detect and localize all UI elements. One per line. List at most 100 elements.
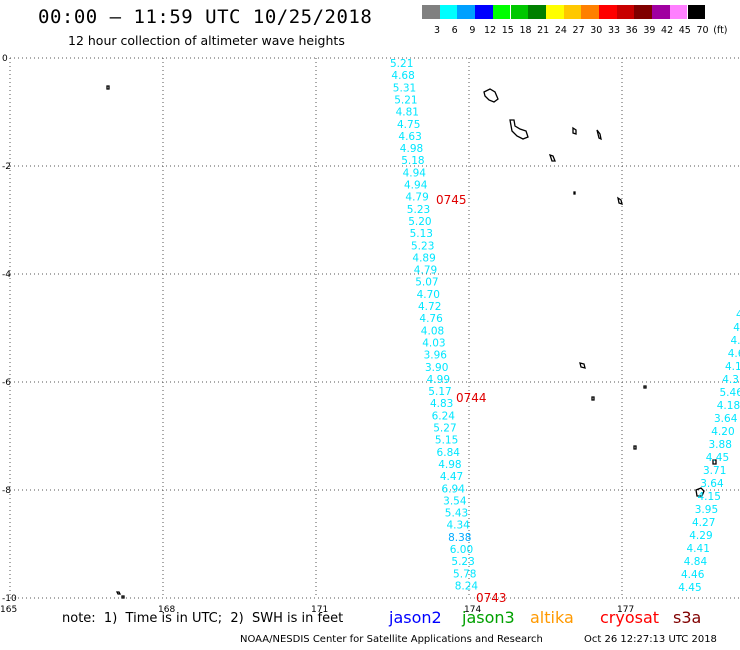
island-outline (617, 196, 623, 205)
pass-time-label: 0743 (476, 591, 507, 605)
swh-reading: 4.63 (398, 131, 421, 143)
island-outline (596, 129, 602, 141)
credit-line: NOAA/NESDIS Center for Satellite Applica… (240, 634, 543, 645)
colorbar-unit: (ft) (713, 25, 728, 36)
swh-reading: 5.07 (415, 277, 438, 289)
lat-lon-grid (9, 57, 740, 599)
swh-reading: 5.23 (407, 204, 430, 216)
lon-tick-label: 165 (0, 605, 17, 615)
swh-reading: 5.23 (411, 240, 434, 252)
colorbar-label: 45 (678, 25, 691, 36)
satellite-legend-item: altika (530, 608, 574, 627)
swh-reading: 5.13 (410, 228, 433, 240)
swh-reading: 4.03 (422, 337, 445, 349)
colorbar-swatch (475, 5, 493, 19)
colorbar-swatch (510, 5, 529, 19)
island-outline (643, 385, 647, 389)
satellite-legend-item: cryosat (600, 608, 660, 627)
swh-reading: 5.78 (453, 568, 476, 580)
track-0745-readings: 5.214.685.315.214.814.754.634.985.184.94… (390, 58, 478, 592)
swh-reading: 4.29 (689, 530, 712, 542)
swh-reading: 3.96 (424, 350, 448, 362)
island-outline (572, 126, 577, 135)
east-track-readings: 444.4.64.14.35.464.183.644.203.884.453.7… (678, 309, 740, 594)
pass-time-label: 0744 (456, 391, 487, 405)
swh-reading: 4.70 (417, 289, 440, 301)
colorbar-swatch (652, 5, 670, 19)
swh-reading: 4.98 (438, 459, 461, 471)
swh-reading: 4.94 (404, 180, 428, 192)
swh-reading: 4.72 (418, 301, 441, 313)
lat-tick-label: -4 (2, 270, 11, 280)
pass-time-label: 0745 (436, 193, 467, 207)
colorbar-swatch (687, 5, 706, 19)
swh-reading: 5.27 (433, 423, 456, 435)
footnote: note: 1) Time is in UTC; 2) SWH is in fe… (62, 611, 344, 626)
swh-reading: 4.41 (687, 543, 710, 555)
colorbar-label: 15 (501, 25, 514, 36)
island-outline (509, 119, 529, 140)
colorbar-label: 42 (661, 25, 674, 36)
colorbar-swatch (581, 5, 599, 19)
lon-tick-label: 174 (464, 605, 481, 615)
colorbar-swatch (616, 5, 635, 19)
colorbar-swatch (439, 5, 458, 19)
colorbar-label: 6 (451, 25, 458, 36)
swh-reading: 3.95 (695, 504, 718, 516)
colorbar-label: 30 (590, 25, 603, 36)
colorbar-swatch (545, 5, 564, 19)
colorbar-label: 3 (433, 25, 441, 36)
island-outline (548, 153, 556, 162)
swh-reading: 4.99 (427, 374, 450, 386)
swh-reading: 3.64 (700, 478, 724, 490)
swh-reading: 4. (731, 335, 740, 347)
swh-reading: 5.20 (408, 216, 431, 228)
swh-reading: 4.94 (403, 167, 427, 179)
swh-reading: 5.46 (720, 387, 740, 399)
swh-reading: 4.08 (421, 325, 444, 337)
swh-reading: 4.3 (722, 374, 739, 386)
swh-reading: 4.76 (419, 313, 443, 325)
colorbar-label: 70 (696, 25, 709, 36)
swh-reading: 5.43 (445, 508, 468, 520)
colorbar-swatch (457, 5, 476, 19)
lat-tick-label: -2 (2, 162, 11, 172)
island-outline (573, 191, 576, 195)
swh-reading: 4.27 (692, 517, 715, 529)
swh-reading: 5.21 (390, 58, 413, 70)
island-outline (633, 445, 637, 450)
longitude-tick-labels: 165 168 171 174 177 (0, 605, 634, 615)
colorbar-label: 9 (469, 25, 476, 36)
swh-reading: 4 (733, 322, 740, 334)
island-outline (591, 396, 595, 401)
satellite-legend-item: s3a (673, 608, 702, 627)
swh-reading: 3.88 (709, 439, 732, 451)
swh-reading: 4.81 (396, 107, 419, 119)
colorbar-label: 33 (607, 25, 621, 36)
colorbar-label: 36 (625, 25, 638, 36)
page-title: 00:00 – 11:59 UTC 10/25/2018 (38, 6, 373, 28)
swh-reading: 4.68 (391, 70, 414, 82)
lon-tick-label: 168 (158, 605, 175, 615)
island-outline (695, 487, 705, 497)
swh-reading: 4.45 (706, 452, 729, 464)
swh-reading: 4.34 (446, 520, 470, 532)
colorbar-swatch (669, 5, 688, 19)
swh-reading: 6.24 (432, 410, 456, 422)
swh-reading: 5.18 (401, 155, 424, 167)
colorbar-swatch (599, 5, 617, 19)
swh-reading: 4.45 (678, 582, 701, 594)
lat-tick-label: -6 (2, 378, 11, 388)
swh-reading: 5.17 (428, 386, 451, 398)
island-outline (106, 85, 110, 90)
lon-tick-label: 171 (311, 605, 328, 615)
satellite-legend-item: jason3 (462, 608, 515, 627)
island-outline (579, 362, 586, 369)
swh-reading: 3.90 (425, 362, 448, 374)
lat-tick-label: 0 (2, 54, 8, 64)
swh-reading: 4.75 (397, 119, 420, 131)
swh-reading: 3.64 (714, 413, 738, 425)
swh-reading: 5.21 (394, 94, 417, 106)
page-subtitle: 12 hour collection of altimeter wave hei… (68, 33, 345, 48)
